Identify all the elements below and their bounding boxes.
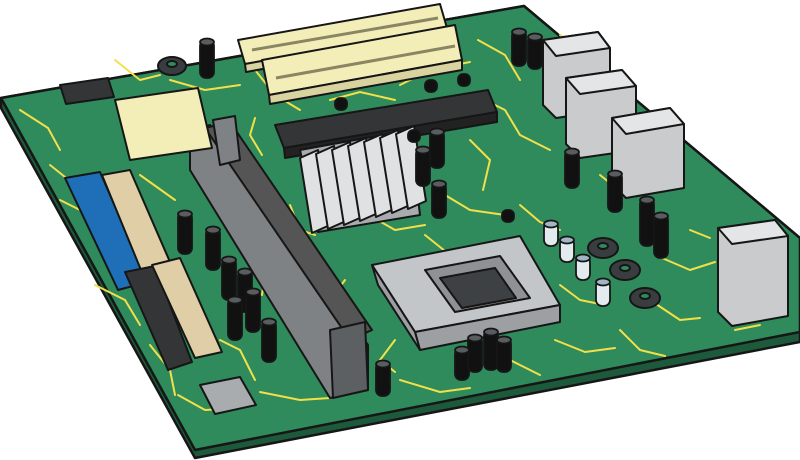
- expansion-slot-long: [189, 115, 373, 399]
- pci-slots: [237, 3, 463, 105]
- small-chips: [59, 77, 257, 415]
- northbridge-heatsink: [274, 89, 498, 234]
- back-panel-ports: [542, 31, 789, 327]
- ferrite-coils: [157, 56, 661, 309]
- cpu-socket: [371, 235, 561, 351]
- drive-connectors: [64, 169, 223, 371]
- capacitors: [177, 27, 669, 397]
